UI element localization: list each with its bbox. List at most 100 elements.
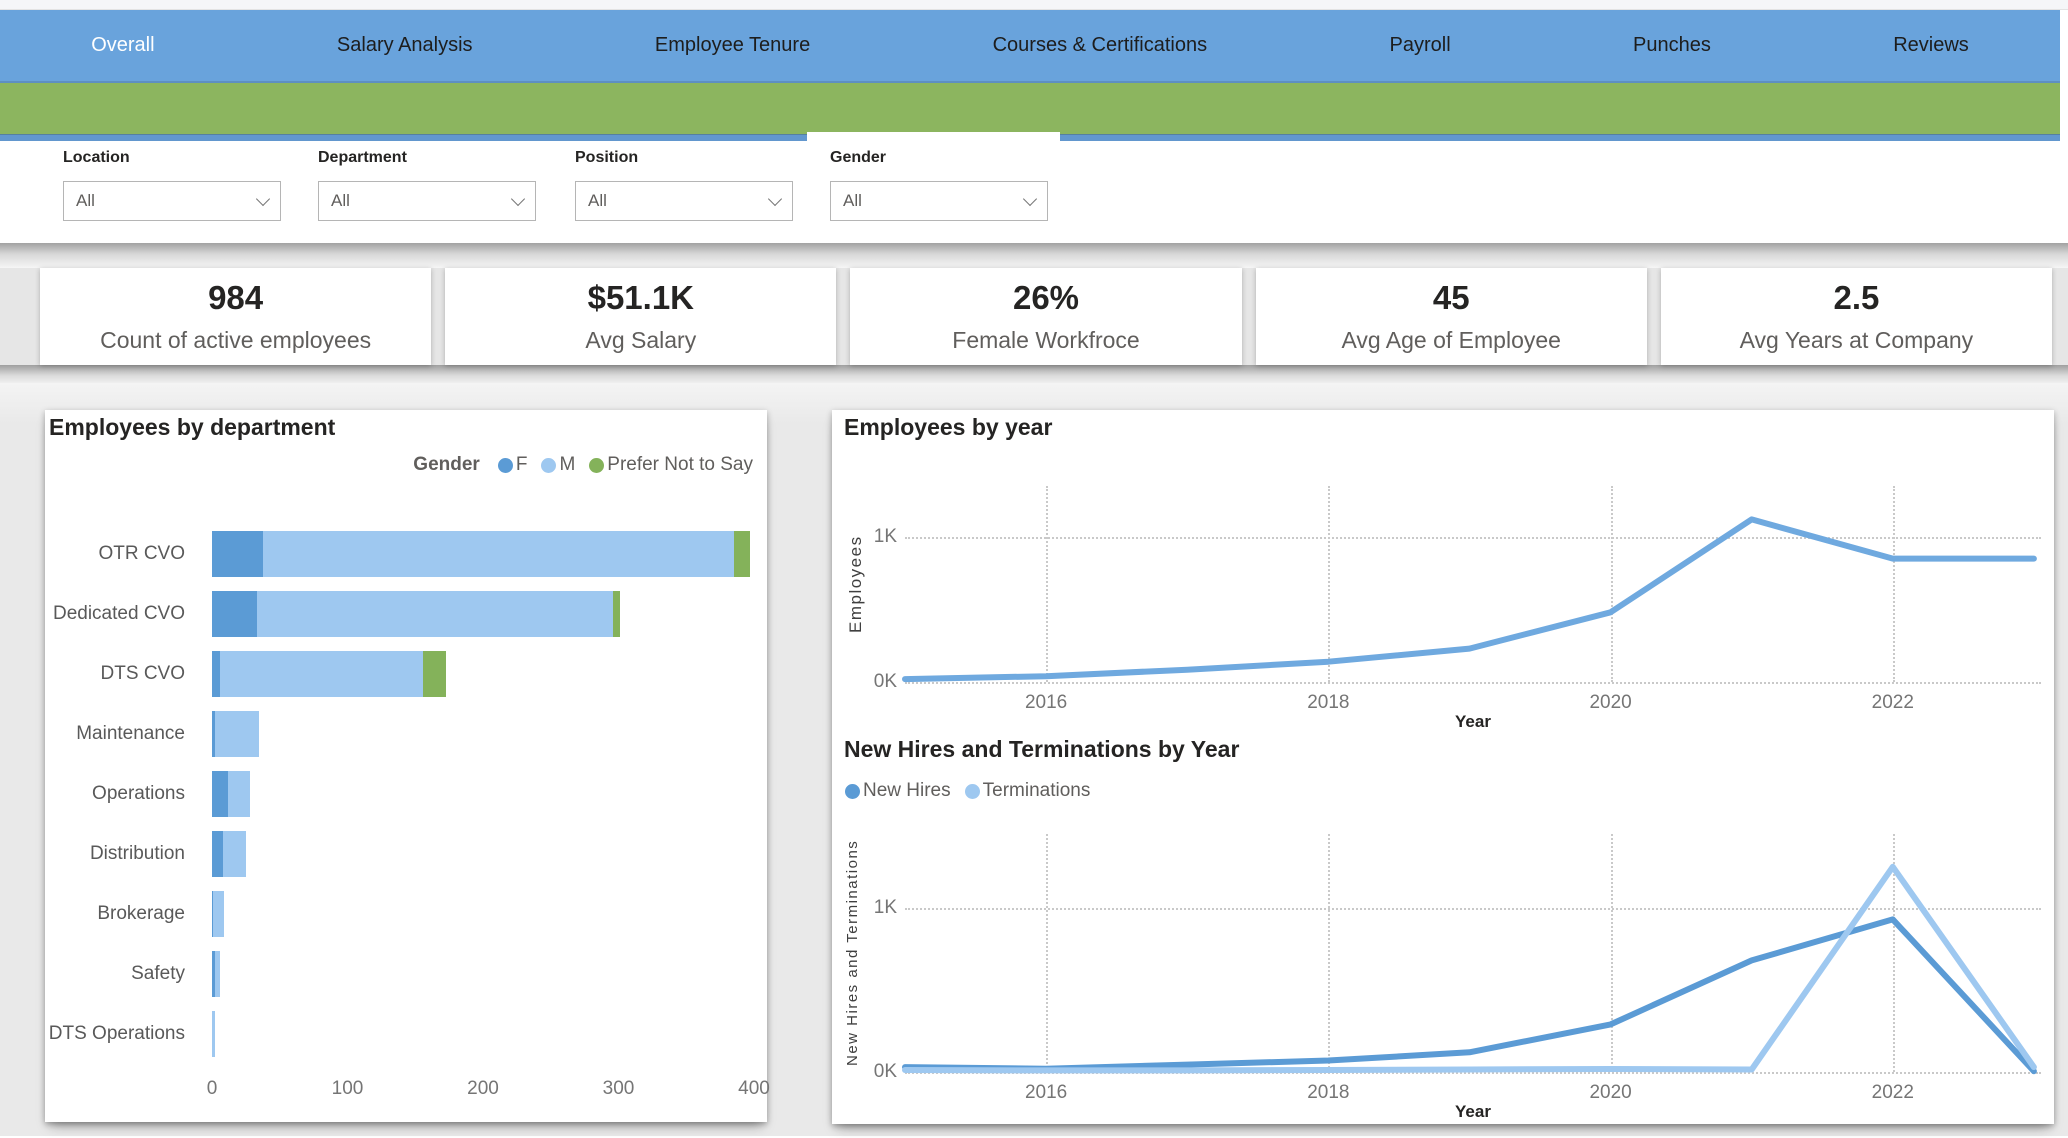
right-charts-panel[interactable]: Employees by year Employees Year New Hir… (832, 410, 2054, 1124)
kpi-value: $51.1K (587, 279, 695, 316)
gridline (905, 682, 2041, 684)
filter-bar: Location All Department All Position All… (0, 141, 2068, 243)
filter-position-dropdown[interactable]: All (575, 181, 793, 221)
bar-segment-prefer-not-to-say[interactable] (423, 651, 447, 697)
window-top-strip (0, 0, 2068, 10)
chevron-down-icon (255, 191, 271, 206)
x-tick: 400 (738, 1078, 770, 1099)
bar-segment-m[interactable] (212, 1011, 215, 1057)
tab-reviews[interactable]: Reviews (1893, 34, 1969, 56)
kpi-avg-age: 45 Avg Age of Employee (1255, 268, 1647, 365)
kpi-label: Female Workfroce (952, 327, 1140, 353)
report-page-tabs: Overall Salary Analysis Employee Tenure … (0, 10, 2060, 83)
bar-segment-f[interactable] (212, 591, 257, 637)
x-tick: 0 (206, 1078, 218, 1099)
stacked-bar[interactable] (212, 651, 447, 697)
stacked-bar[interactable] (212, 711, 260, 757)
line-series[interactable] (902, 834, 2041, 1075)
bar-segment-m[interactable] (214, 711, 260, 757)
tab-courses-certifications[interactable]: Courses & Certifications (992, 34, 1208, 56)
tab-overall[interactable]: Overall (91, 34, 155, 56)
bar-segment-f[interactable] (212, 771, 229, 817)
tab-employee-tenure[interactable]: Employee Tenure (654, 34, 811, 56)
x-axis-title: Year (1455, 712, 1491, 731)
legend-item-m[interactable]: M (541, 454, 575, 476)
chevron-down-icon (510, 191, 526, 206)
kpi-value: 984 (208, 279, 264, 316)
gridline (1892, 834, 1895, 1072)
bar-row[interactable]: DTS Operations (45, 1004, 767, 1064)
legend-item-terminations[interactable]: Terminations (964, 780, 1090, 802)
stacked-bar[interactable] (212, 1011, 215, 1057)
stacked-bar[interactable] (212, 531, 750, 577)
stacked-bar[interactable] (212, 771, 250, 817)
bar-segment-m[interactable] (222, 831, 246, 877)
legend-label: Prefer Not to Say (607, 454, 753, 475)
bar-row[interactable]: DTS CVO (45, 644, 767, 704)
filter-department: Department All (318, 149, 536, 221)
x-tick: 200 (467, 1078, 499, 1099)
bar-segment-m[interactable] (213, 891, 225, 937)
category-label: DTS Operations (48, 1023, 185, 1044)
tab-payroll[interactable]: Payroll (1389, 34, 1451, 56)
bar-segment-f[interactable] (212, 531, 264, 577)
kpi-value: 26% (1012, 279, 1080, 316)
legend-dot-pnts (589, 457, 605, 473)
bar-segment-prefer-not-to-say[interactable] (733, 531, 750, 577)
gender-filter-highlight (807, 132, 1060, 144)
line-new-hires[interactable] (902, 916, 2037, 1075)
bar-segment-m[interactable] (256, 591, 614, 637)
legend-item-prefer-not-to-say[interactable]: Prefer Not to Say (589, 454, 753, 476)
legend-item-new-hires[interactable]: New Hires (845, 780, 951, 802)
filter-location: Location All (63, 149, 281, 221)
bar-segment-f[interactable] (212, 951, 215, 997)
legend-title: Gender (413, 454, 480, 475)
bar-row[interactable]: Brokerage (45, 884, 767, 944)
stacked-bar[interactable] (212, 591, 620, 637)
bar-segment-f[interactable] (212, 891, 214, 937)
x-tick: 2018 (1307, 692, 1350, 713)
legend-dot-m (541, 457, 557, 473)
bar-segment-m[interactable] (214, 951, 221, 997)
filter-location-label: Location (63, 149, 130, 166)
gridline (1610, 486, 1613, 682)
bar-plot[interactable]: OTR CVO Dedicated CVO DTS CVO Maintenance Op… (45, 524, 767, 1064)
bar-row[interactable]: Dedicated CVO (45, 584, 767, 644)
x-tick: 2020 (1589, 1082, 1632, 1103)
line-terminations[interactable] (902, 863, 2037, 1074)
stacked-bar[interactable] (212, 951, 221, 997)
banner (0, 83, 2060, 134)
y-tick: 0K (873, 1061, 897, 1082)
tab-salary-analysis[interactable]: Salary Analysis (336, 34, 473, 56)
bar-segment-prefer-not-to-say[interactable] (613, 591, 620, 637)
x-tick: 2016 (1024, 692, 1068, 713)
line-series[interactable] (902, 486, 2041, 683)
bar-row[interactable]: Operations (45, 764, 767, 824)
chevron-down-icon (767, 191, 783, 206)
x-tick: 2022 (1871, 692, 1914, 713)
bar-row[interactable]: Safety (45, 944, 767, 1004)
legend-label: M (559, 454, 576, 475)
legend-item-f[interactable]: F (497, 454, 527, 476)
chart-title: Employees by year (844, 414, 1053, 440)
bar-row[interactable]: Distribution (45, 824, 767, 884)
legend-dot-f (497, 457, 513, 473)
kpi-label: Avg Age of Employee (1341, 327, 1561, 353)
bar-segment-m[interactable] (263, 531, 734, 577)
bar-segment-m[interactable] (228, 771, 250, 817)
filter-gender-dropdown[interactable]: All (830, 181, 1048, 221)
bar-row[interactable]: OTR CVO (45, 524, 767, 584)
employees-by-department-chart[interactable]: Employees by department Gender F M Prefe… (45, 410, 770, 1122)
line-employees[interactable] (902, 516, 2037, 683)
bar-segment-f[interactable] (212, 711, 215, 757)
filter-location-dropdown[interactable]: All (63, 181, 281, 221)
stacked-bar[interactable] (212, 891, 225, 937)
filter-department-dropdown[interactable]: All (318, 181, 536, 221)
tab-punches[interactable]: Punches (1633, 34, 1711, 56)
bar-segment-m[interactable] (220, 651, 424, 697)
bar-segment-f[interactable] (212, 651, 221, 697)
bar-row[interactable]: Maintenance (45, 704, 767, 764)
kpi-avg-salary: $51.1K Avg Salary (445, 268, 837, 365)
stacked-bar[interactable] (212, 831, 246, 877)
bar-segment-f[interactable] (212, 831, 223, 877)
